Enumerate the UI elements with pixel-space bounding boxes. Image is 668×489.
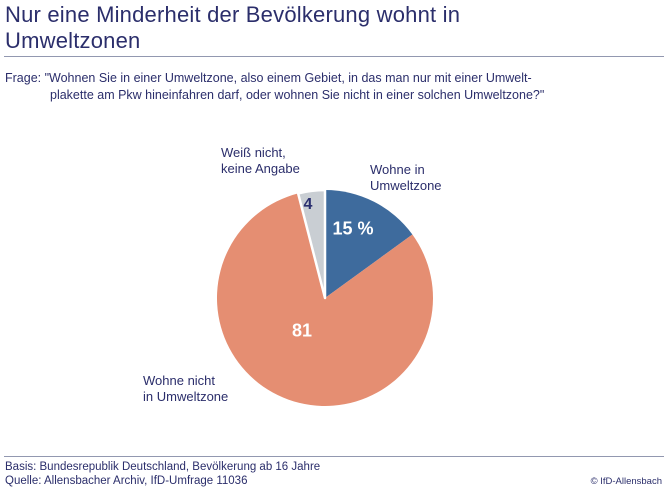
slice-label-wohne-in-line1: Wohne in (370, 162, 425, 177)
slice-label-wohne-nicht: Wohne nicht in Umweltzone (143, 373, 228, 405)
footer-divider (4, 456, 664, 457)
slice-label-wohne-in-line2: Umweltzone (370, 178, 442, 193)
pie-chart (216, 188, 433, 406)
pie-slice-0 (325, 190, 413, 298)
slice-label-weiss-nicht-line2: keine Angabe (221, 161, 300, 176)
page-title-line2: Umweltzonen (5, 28, 141, 53)
pie-slice-2 (296, 188, 327, 300)
slice-label-wohne-in: Wohne in Umweltzone (370, 162, 442, 194)
pie-value-wohne-in: 15 % (332, 218, 374, 239)
slice-label-wohne-nicht-line2: in Umweltzone (143, 389, 229, 404)
question-text-line2: plakette am Pkw hineinfahren darf, oder … (50, 88, 545, 102)
footer-basis: Basis: Bundesrepublik Deutschland, Bevöl… (5, 461, 321, 473)
page-title-line1: Nur eine Minderheit der Bevölkerung wohn… (5, 2, 461, 27)
footer-quelle: Quelle: Allensbacher Archiv, IfD-Umfrage… (5, 475, 248, 487)
pie-value-wohne-nicht: 81 (291, 320, 313, 341)
pie-slice-1 (216, 193, 433, 406)
question-text-line1: Frage: "Wohnen Sie in einer Umweltzone, … (5, 71, 532, 85)
footer-copyright: © IfD-Allensbach (590, 476, 662, 487)
slice-label-weiss-nicht: Weiß nicht, keine Angabe (221, 145, 300, 177)
pie-value-weiss-nicht: 4 (303, 196, 313, 213)
title-divider (4, 56, 664, 57)
slice-label-weiss-nicht-line1: Weiß nicht, (221, 145, 286, 160)
slice-label-wohne-nicht-line1: Wohne nicht (143, 373, 216, 388)
